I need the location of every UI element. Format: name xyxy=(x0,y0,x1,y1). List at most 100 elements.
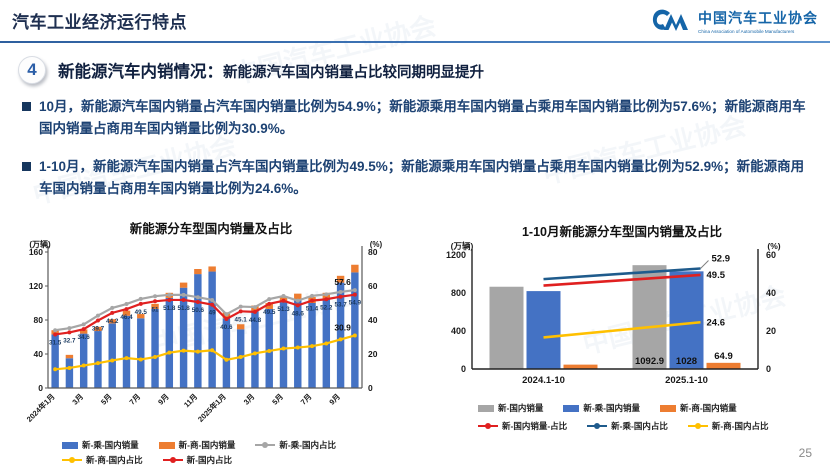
right-chart-plot: 0 400 800 1200 0 20 40 60 (万辆) (%) 2024.1-10 1092.9… xyxy=(420,241,824,398)
svg-text:11月: 11月 xyxy=(182,392,199,409)
svg-text:(万辆): (万辆) xyxy=(451,241,474,251)
svg-text:1092.9: 1092.9 xyxy=(635,356,664,367)
legend-item: 新-乘-国内占比 xyxy=(587,420,668,432)
legend-row: 新-商-国内占比 新-国内占比 xyxy=(62,454,414,466)
svg-text:52.9: 52.9 xyxy=(712,253,731,264)
bullet-square-icon xyxy=(22,102,31,111)
svg-text:31.5: 31.5 xyxy=(49,339,62,346)
left-chart-legend: 新-乘-国内销量 新-商-国内销量 新-乘-国内占比 新-商-国内占比 新-国内占比 xyxy=(8,439,414,466)
svg-text:54.9: 54.9 xyxy=(349,300,362,307)
svg-text:40: 40 xyxy=(34,349,44,359)
svg-text:2024年1月: 2024年1月 xyxy=(24,391,56,423)
legend-swatch-line xyxy=(62,456,82,464)
svg-text:32.7: 32.7 xyxy=(63,337,76,344)
svg-text:120: 120 xyxy=(29,281,43,291)
svg-text:7月: 7月 xyxy=(299,392,314,407)
legend-label: 新-国内销量-占比 xyxy=(502,421,568,431)
svg-text:60: 60 xyxy=(766,250,776,260)
svg-text:5月: 5月 xyxy=(270,392,285,407)
section-subtitle: 新能源汽车国内销量占比较同期明显提升 xyxy=(223,65,484,81)
legend-label: 新-乘-国内销量 xyxy=(583,403,641,413)
svg-text:51.3: 51.3 xyxy=(277,306,290,313)
section-title: 新能源汽车内销情况： xyxy=(58,63,223,81)
svg-text:20: 20 xyxy=(766,326,776,336)
legend-item: 新-乘-国内占比 xyxy=(255,439,336,451)
legend-swatch-line xyxy=(478,422,498,430)
svg-text:3月: 3月 xyxy=(242,392,257,407)
section-heading: 4 新能源汽车内销情况：新能源汽车国内销量占比较同期明显提升 xyxy=(18,56,484,84)
legend-swatch-line xyxy=(255,441,276,449)
svg-text:51.8: 51.8 xyxy=(177,305,190,312)
bullet-item: 1-10月，新能源汽车国内销量占汽车国内销量比例为49.5%；新能源乘用车国内销… xyxy=(22,156,812,201)
svg-text:3月: 3月 xyxy=(70,392,85,407)
legend-label: 新-国内占比 xyxy=(186,455,233,465)
svg-text:44.8: 44.8 xyxy=(249,317,262,324)
svg-text:0: 0 xyxy=(38,383,43,393)
svg-text:40: 40 xyxy=(368,315,378,325)
svg-text:800: 800 xyxy=(451,288,466,298)
svg-text:49.5: 49.5 xyxy=(263,309,276,316)
legend-swatch-line xyxy=(162,456,183,464)
legend-label: 新-商-国内占比 xyxy=(86,455,143,465)
svg-text:30.9: 30.9 xyxy=(334,322,351,332)
svg-text:45.1: 45.1 xyxy=(235,316,248,323)
chart-title: 新能源分车型国内销量及占比 xyxy=(129,222,293,236)
svg-text:44.2: 44.2 xyxy=(106,318,119,325)
legend-swatch-line xyxy=(587,422,608,430)
legend-label: 新-国内销量 xyxy=(498,403,544,413)
svg-text:2025.1-10: 2025.1-10 xyxy=(665,375,708,386)
legend-swatch-bar xyxy=(62,441,78,449)
legend-item: 新-商-国内占比 xyxy=(62,454,143,466)
legend-label: 新-商-国内销量 xyxy=(178,440,236,450)
legend-item: 新-商-国内销量 xyxy=(158,439,236,451)
bullet-text: 1-10月，新能源汽车国内销量占汽车国内销量比例为49.5%；新能源乘用车国内销… xyxy=(39,158,805,196)
caam-logo-icon xyxy=(652,9,688,31)
svg-text:160: 160 xyxy=(29,247,43,257)
legend-item: 新-国内销量 xyxy=(478,402,543,414)
caam-logo-cn: 中国汽车工业协会 xyxy=(698,10,818,26)
svg-text:1028: 1028 xyxy=(676,356,697,367)
svg-text:46.4: 46.4 xyxy=(120,314,133,321)
page-title: 汽车工业经济运行特点 xyxy=(12,13,187,32)
bullet-item: 10月，新能源汽车国内销量占汽车国内销量比例为54.9%；新能源乘用车国内销量占… xyxy=(22,96,812,141)
svg-text:39.7: 39.7 xyxy=(92,326,105,333)
svg-text:49.5: 49.5 xyxy=(707,270,726,281)
right-chart-legend: 新-国内销量 新-乘-国内销量 新-商-国内销量 新-国内销量-占比 新-乘-国内占比新… xyxy=(420,402,824,432)
page-number: 25 xyxy=(798,446,812,460)
svg-text:(%): (%) xyxy=(370,240,383,249)
svg-text:52.2: 52.2 xyxy=(320,304,333,311)
svg-text:57.6: 57.6 xyxy=(334,277,351,287)
legend-swatch-line xyxy=(687,422,708,430)
chart-monthly-nev-sales: 新能源分车型国内销量及占比 0 40 80 120 160 0 20 40 60 80 (万辆) (%… xyxy=(8,218,414,466)
legend-label: 新-商-国内占比 xyxy=(711,421,769,431)
svg-text:48.6: 48.6 xyxy=(292,310,305,317)
legend-swatch-bar xyxy=(158,441,175,449)
svg-text:50.6: 50.6 xyxy=(192,307,205,314)
svg-text:2024.1-10: 2024.1-10 xyxy=(522,375,565,386)
svg-text:49.5: 49.5 xyxy=(135,309,148,316)
legend-item: 新-国内占比 xyxy=(162,454,233,466)
svg-text:1200: 1200 xyxy=(446,250,466,260)
svg-text:0: 0 xyxy=(368,383,373,393)
legend-item: 新-商-国内占比 xyxy=(687,420,769,432)
legend-row: 新-国内销量-占比 新-乘-国内占比 新-商-国内占比 xyxy=(478,420,824,432)
svg-text:64.9: 64.9 xyxy=(714,351,733,362)
svg-text:400: 400 xyxy=(451,326,466,336)
svg-text:(%): (%) xyxy=(767,241,780,251)
svg-text:20: 20 xyxy=(368,349,378,359)
svg-text:7月: 7月 xyxy=(128,392,143,407)
chart-ytd-nev-sales: 1-10月新能源分车型国内销量及占比 0 400 800 1200 0 20 40 60 (万辆… xyxy=(420,221,824,432)
bullet-text: 10月，新能源汽车国内销量占汽车国内销量比例为54.9%；新能源乘用车国内销量占… xyxy=(39,99,806,137)
legend-row: 新-国内销量 新-乘-国内销量 新-商-国内销量 xyxy=(478,402,824,414)
svg-text:24.6: 24.6 xyxy=(707,317,726,328)
svg-text:80: 80 xyxy=(34,315,44,325)
legend-swatch-bar xyxy=(563,404,580,412)
legend-swatch-bar xyxy=(478,404,494,412)
svg-text:34.6: 34.6 xyxy=(78,334,91,341)
legend-swatch-bar xyxy=(660,404,677,412)
svg-text:51: 51 xyxy=(152,306,160,313)
chart-title: 1-10月新能源分车型国内销量及占比 xyxy=(521,225,723,239)
svg-text:53.7: 53.7 xyxy=(334,302,347,309)
legend-label: 新-乘-国内占比 xyxy=(279,440,337,450)
legend-row: 新-乘-国内销量 新-商-国内销量 新-乘-国内占比 xyxy=(62,439,414,451)
